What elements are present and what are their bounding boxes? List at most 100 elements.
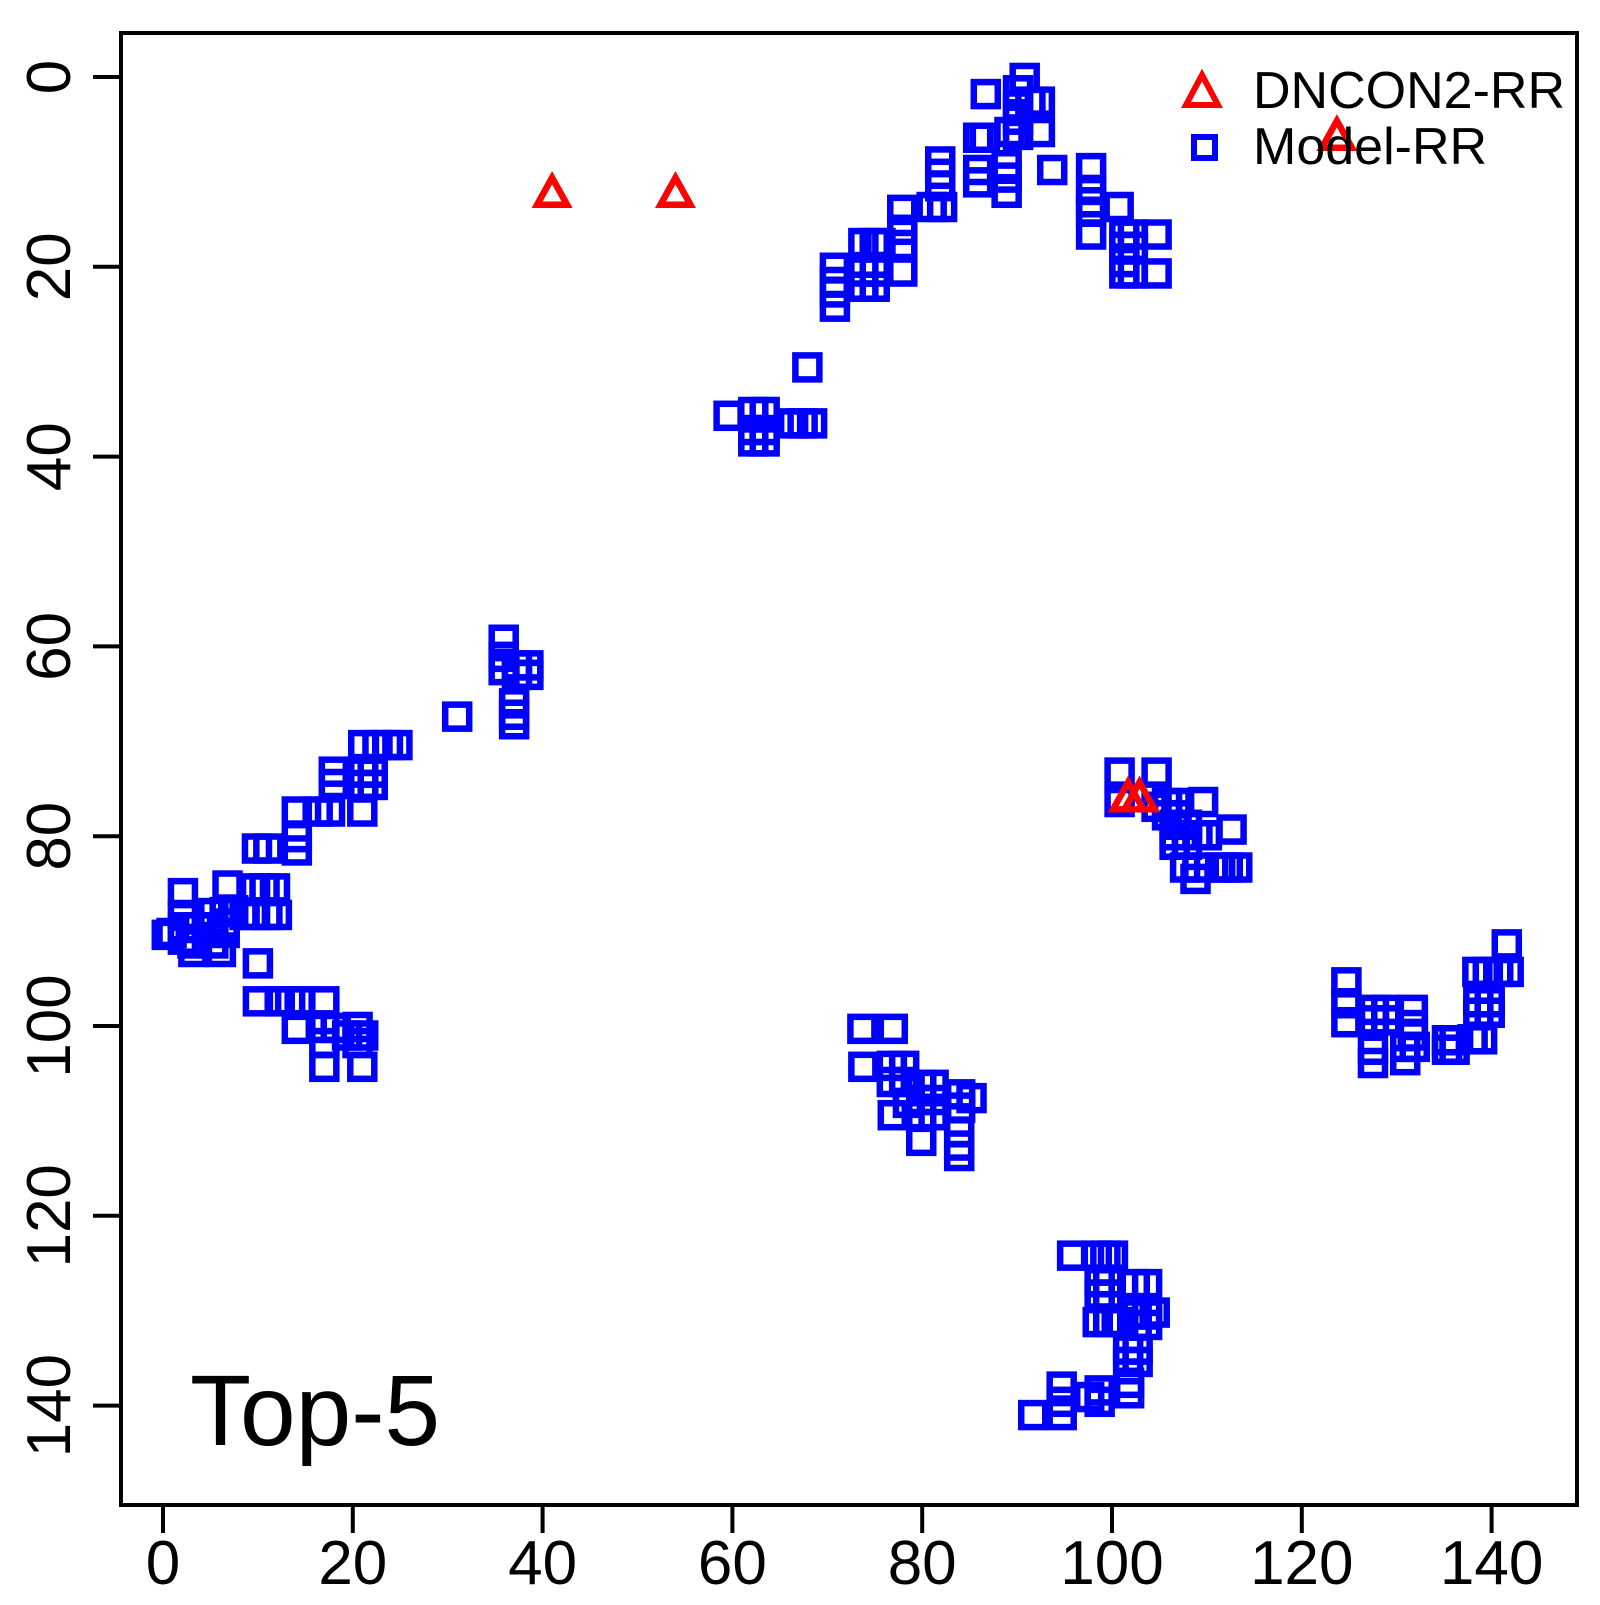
square-marker <box>792 352 823 383</box>
square-marker <box>1104 757 1135 788</box>
data-points <box>151 62 1524 1431</box>
x-tick-label: 60 <box>698 1529 767 1598</box>
square-marker <box>943 1140 975 1172</box>
square-marker <box>887 194 918 226</box>
square-marker <box>926 191 958 223</box>
square-marker <box>1222 852 1253 883</box>
square-marker <box>488 624 519 656</box>
square-marker <box>859 271 890 302</box>
series-dncon2-rr <box>531 114 1358 813</box>
square-marker <box>178 936 209 968</box>
legend-label-dncon2-rr: DNCON2-RR <box>1253 62 1565 120</box>
square-marker <box>991 177 1022 209</box>
square-marker <box>347 1051 378 1083</box>
square-marker <box>1331 1006 1362 1038</box>
square-marker <box>1491 929 1523 960</box>
square-marker <box>1466 1024 1498 1055</box>
square-marker <box>1493 956 1524 988</box>
y-tick-label: 140 <box>15 1354 84 1457</box>
square-marker <box>513 659 544 691</box>
square-marker <box>347 1020 379 1051</box>
annotation-top5: Top-5 <box>190 1355 440 1467</box>
square-marker <box>1056 1240 1088 1271</box>
square-marker <box>314 796 346 827</box>
x-tick-label: 0 <box>146 1529 180 1598</box>
square-marker <box>309 986 340 1017</box>
legend: DNCON2-RR Model-RR <box>1181 62 1565 176</box>
series-model-rr <box>151 62 1524 1431</box>
square-marker <box>1036 154 1068 186</box>
square-marker <box>1092 1279 1124 1310</box>
triangle-marker <box>654 171 696 208</box>
y-tick-label: 80 <box>15 802 84 871</box>
square-marker <box>441 701 473 732</box>
x-tick-label: 100 <box>1060 1529 1163 1598</box>
square-marker <box>498 708 530 740</box>
square-marker <box>970 78 1002 110</box>
square-marker <box>1101 1306 1132 1338</box>
square-marker <box>1439 1034 1470 1065</box>
legend-label-model-rr: Model-RR <box>1253 118 1487 176</box>
square-marker <box>1331 987 1362 1019</box>
square-marker <box>1113 1378 1145 1409</box>
square-marker <box>877 1013 909 1045</box>
square-marker <box>261 899 293 931</box>
triangle-marker <box>1118 775 1161 813</box>
square-marker <box>796 408 828 439</box>
triangle-marker <box>531 171 573 208</box>
y-tick-label: 0 <box>15 60 84 94</box>
square-marker <box>1046 1399 1077 1431</box>
x-tick-label: 20 <box>318 1529 387 1598</box>
square-marker <box>1141 219 1172 250</box>
square-marker <box>1075 219 1107 250</box>
square-marker <box>1389 1044 1421 1076</box>
square-marker <box>198 928 229 959</box>
square-marker <box>962 167 994 198</box>
square-marker <box>347 796 378 827</box>
square-marker <box>1084 1386 1115 1418</box>
triangle-marker <box>1316 114 1358 152</box>
square-marker <box>1141 258 1172 289</box>
x-tick-label: 140 <box>1440 1529 1543 1598</box>
square-marker <box>1216 814 1247 845</box>
square-marker <box>906 1125 937 1157</box>
square-marker <box>1097 1240 1129 1271</box>
y-tick-label: 60 <box>15 612 84 681</box>
legend-square-icon <box>1191 134 1218 161</box>
x-tick-label: 80 <box>888 1529 957 1598</box>
square-marker <box>819 291 851 322</box>
square-marker <box>318 768 350 800</box>
square-marker <box>382 729 413 761</box>
square-marker <box>281 1013 313 1045</box>
square-marker <box>969 122 1001 153</box>
legend-triangle-icon <box>1181 68 1223 108</box>
square-marker <box>309 1051 340 1083</box>
y-tick-label: 120 <box>15 1164 84 1267</box>
square-marker <box>1131 1268 1163 1300</box>
y-tick-label: 100 <box>15 974 84 1077</box>
square-marker <box>212 870 243 901</box>
square-marker <box>253 833 284 864</box>
square-marker <box>242 948 274 979</box>
square-marker <box>848 1051 879 1083</box>
square-marker <box>1357 1047 1389 1079</box>
square-marker <box>1141 757 1172 788</box>
square-marker <box>1090 1240 1121 1271</box>
axes: 0 20 40 60 80 100 120 140 0 20 40 60 80 100 120 140 <box>15 31 1579 1598</box>
square-marker <box>877 1099 909 1131</box>
square-marker <box>205 936 237 968</box>
x-tick-label: 120 <box>1250 1529 1353 1598</box>
square-marker <box>1081 1240 1113 1271</box>
square-marker <box>887 256 918 287</box>
plot-border <box>119 31 1579 1507</box>
square-marker <box>1180 863 1211 895</box>
square-marker <box>847 1013 878 1045</box>
square-marker <box>1103 191 1134 223</box>
square-marker <box>1017 1399 1049 1431</box>
y-tick-label: 20 <box>15 232 84 301</box>
square-marker <box>713 400 744 432</box>
x-tick-label: 40 <box>508 1529 577 1598</box>
square-marker <box>749 426 780 457</box>
